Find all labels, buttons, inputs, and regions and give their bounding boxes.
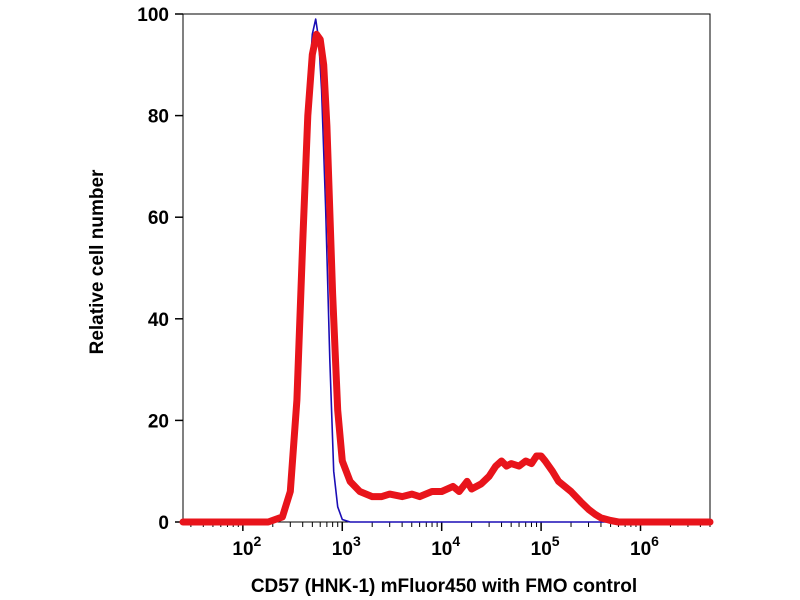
x-tick-label: 102 <box>232 533 261 560</box>
x-axis-title: CD57 (HNK-1) mFluor450 with FMO control <box>251 576 637 597</box>
y-tick-label: 20 <box>148 411 169 432</box>
plot-border <box>182 13 711 523</box>
y-tick-label: 60 <box>148 208 169 229</box>
y-tick-label: 100 <box>137 5 169 26</box>
y-axis-title: Relative cell number <box>87 169 108 354</box>
x-tick-label: 105 <box>531 533 560 560</box>
series-lines <box>179 18 714 526</box>
y-tick-label: 40 <box>148 310 169 331</box>
x-tick-label: 106 <box>630 533 659 560</box>
y-tick-label: 80 <box>148 107 169 128</box>
x-tick-label: 104 <box>431 533 460 560</box>
y-axis: 0 20 40 60 80 100 <box>137 5 183 534</box>
cd57-stained-line <box>179 30 714 526</box>
y-tick-label: 0 <box>158 513 169 534</box>
x-tick-label: 103 <box>332 533 361 560</box>
plot-frame <box>182 13 711 523</box>
x-axis: 102 103 104 105 106 <box>190 522 711 560</box>
fmo-control-line <box>182 18 711 523</box>
